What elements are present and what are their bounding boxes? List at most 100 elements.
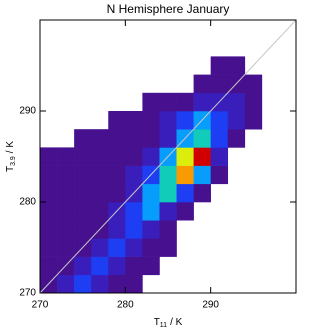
heatmap-cell bbox=[159, 111, 177, 130]
heatmap-cell bbox=[159, 238, 177, 257]
heatmap-cell bbox=[159, 202, 177, 221]
x-tick-label: 280 bbox=[117, 300, 134, 311]
heatmap-cell bbox=[210, 111, 229, 130]
heatmap-cell bbox=[142, 129, 160, 148]
heatmap-cell bbox=[40, 220, 58, 239]
heatmap-cell bbox=[91, 202, 109, 221]
y-tick-label: 280 bbox=[19, 197, 36, 208]
heatmap-cell bbox=[159, 129, 177, 148]
heatmap-cell bbox=[40, 183, 58, 203]
heatmap-cell bbox=[125, 111, 143, 130]
heatmap-cell bbox=[142, 238, 160, 257]
heatmap-cell bbox=[125, 238, 143, 257]
heatmap-cell bbox=[57, 165, 75, 185]
heatmap-cell bbox=[108, 183, 126, 203]
heatmap-cell bbox=[227, 56, 246, 75]
heatmap-cell bbox=[176, 202, 194, 221]
heatmap-cell bbox=[142, 256, 160, 276]
x-tick-label: 270 bbox=[32, 300, 49, 311]
heatmap-cell bbox=[125, 202, 143, 221]
heatmap-cell bbox=[108, 147, 126, 166]
heatmap-cell bbox=[210, 147, 229, 166]
heatmap-cell bbox=[159, 220, 177, 239]
heatmap-cell bbox=[142, 147, 160, 166]
plot-frame bbox=[39, 19, 297, 294]
heatmap-cell bbox=[244, 111, 263, 130]
heatmap-cell bbox=[74, 165, 92, 185]
heatmap-cell bbox=[40, 256, 58, 276]
heatmap-cell bbox=[91, 165, 109, 185]
heatmap-cell bbox=[142, 183, 160, 203]
heatmap-cell bbox=[74, 183, 92, 203]
heatmap-cell bbox=[91, 129, 109, 148]
heatmap-cell bbox=[57, 274, 75, 294]
heatmap-cell bbox=[176, 92, 194, 112]
heatmap-cell bbox=[108, 274, 126, 294]
heatmap-cell bbox=[125, 256, 143, 276]
heatmap-cell bbox=[176, 147, 194, 166]
axis-subscript: 3.9 bbox=[10, 156, 17, 166]
heatmap-cell bbox=[74, 256, 92, 276]
heatmap-cell bbox=[40, 202, 58, 221]
heatmap-cell bbox=[227, 129, 246, 148]
xlabel-label: T11/ K bbox=[154, 317, 183, 329]
chart-title: N Hemisphere January bbox=[107, 2, 230, 16]
axis-unit: / K bbox=[5, 141, 16, 154]
heatmap-cell bbox=[108, 220, 126, 239]
heatmap-cell bbox=[125, 129, 143, 148]
heatmap-cell bbox=[91, 183, 109, 203]
heatmap-cell bbox=[244, 92, 263, 112]
heatmap-cell bbox=[210, 74, 229, 94]
heatmap-cell bbox=[57, 220, 75, 239]
heatmap-cell bbox=[159, 183, 177, 203]
heatmap-cell bbox=[125, 165, 143, 185]
heatmap-cell bbox=[108, 256, 126, 276]
x-tick-label: 290 bbox=[202, 300, 219, 311]
heatmap-cell bbox=[108, 129, 126, 148]
axis-unit: / K bbox=[170, 317, 183, 328]
heatmap-cell bbox=[40, 147, 58, 166]
diagonal-line bbox=[39, 19, 297, 294]
y-tick-label: 270 bbox=[19, 288, 36, 299]
heatmap-cell bbox=[108, 111, 126, 130]
heatmap-cell bbox=[57, 202, 75, 221]
heatmap-cell bbox=[74, 220, 92, 239]
heatmap-cell bbox=[91, 147, 109, 166]
heatmap-cell bbox=[91, 256, 109, 276]
heatmap-cell bbox=[57, 238, 75, 257]
heatmap-cell bbox=[91, 238, 109, 257]
heatmap-cell bbox=[142, 220, 160, 239]
heatmap-cell bbox=[91, 274, 109, 294]
heatmap-cell bbox=[74, 147, 92, 166]
heatmap-cell bbox=[193, 183, 211, 203]
heatmap-cell bbox=[210, 129, 229, 148]
axis-symbol: T bbox=[154, 317, 160, 328]
heatmap-cell bbox=[193, 129, 211, 148]
heatmap-cell bbox=[193, 147, 211, 166]
y-tick-label: 290 bbox=[19, 106, 36, 117]
chart: N Hemisphere January 270 280 290 270 280 290 T… bbox=[5, 2, 297, 329]
heatmap-cell bbox=[176, 165, 194, 185]
heatmap-cell bbox=[176, 183, 194, 203]
axis-subscript: 11 bbox=[160, 322, 167, 329]
heatmap-cell bbox=[125, 220, 143, 239]
heatmap-cell bbox=[142, 202, 160, 221]
heatmap-cell bbox=[159, 165, 177, 185]
heatmap-cell bbox=[193, 74, 211, 94]
heatmap-cell bbox=[176, 111, 194, 130]
heatmap-cell bbox=[193, 92, 211, 112]
heatmap-cell bbox=[227, 92, 246, 112]
heatmap-cell bbox=[74, 202, 92, 221]
heatmap-cell bbox=[40, 165, 58, 185]
heatmap-cell bbox=[210, 56, 229, 75]
heatmap-cell bbox=[40, 238, 58, 257]
heatmap-cell bbox=[193, 165, 211, 185]
heatmap-cell bbox=[108, 238, 126, 257]
heatmap-cell bbox=[142, 111, 160, 130]
heatmap-cell bbox=[125, 274, 143, 294]
heatmap-cell bbox=[125, 147, 143, 166]
heatmap-cell bbox=[108, 165, 126, 185]
heatmap-cell bbox=[227, 111, 246, 130]
heatmap-cell bbox=[57, 147, 75, 166]
heatmap-cell bbox=[210, 165, 229, 185]
